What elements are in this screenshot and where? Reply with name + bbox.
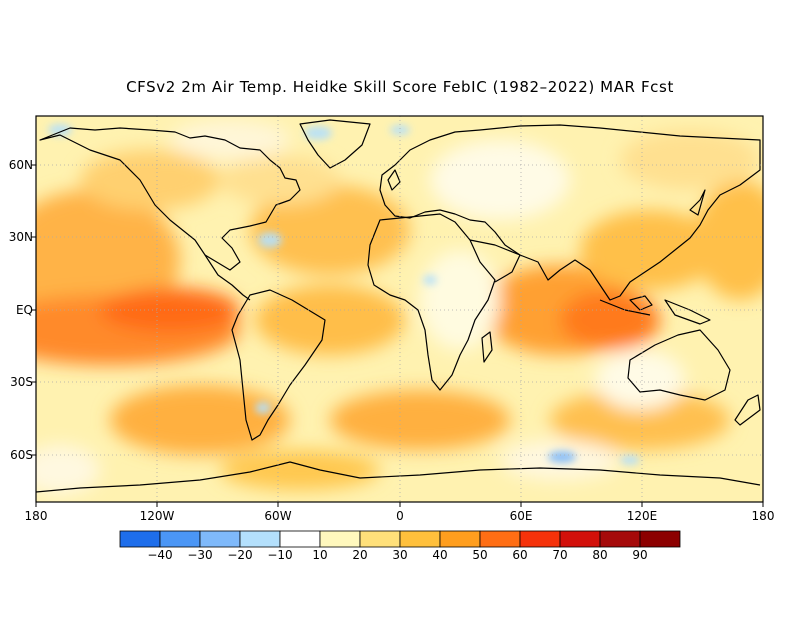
colorbar-swatch xyxy=(119,530,161,548)
lon-label-180w: 180 xyxy=(24,509,48,523)
colorbar-swatch xyxy=(639,530,681,548)
colorbar-swatch xyxy=(159,530,201,548)
chart-title: CFSv2 2m Air Temp. Heidke Skill Score Fe… xyxy=(126,78,674,96)
colorbar-swatch xyxy=(439,530,481,548)
colorbar-label: −30 xyxy=(187,548,213,562)
colorbar-label: 50 xyxy=(472,548,488,562)
lon-label-0: 0 xyxy=(396,509,404,523)
colorbar-swatch xyxy=(359,530,401,548)
lon-label-60w: 60W xyxy=(264,509,292,523)
colorbar-swatch xyxy=(599,530,641,548)
lat-label-60s: 60S xyxy=(10,448,33,462)
colorbar-swatch xyxy=(279,530,321,548)
colorbar-label: 90 xyxy=(632,548,648,562)
colorbar-label: 60 xyxy=(512,548,528,562)
colorbar-label: −20 xyxy=(227,548,253,562)
colorbar-swatch xyxy=(479,530,521,548)
colorbar-label: −40 xyxy=(147,548,173,562)
colorbar-label: −10 xyxy=(267,548,293,562)
graticule xyxy=(36,116,763,502)
colorbar-label: 20 xyxy=(352,548,368,562)
colorbar-label: 10 xyxy=(312,548,328,562)
colorbar-label: 30 xyxy=(392,548,408,562)
axis-ticks xyxy=(31,164,764,507)
lat-label-30s: 30S xyxy=(10,375,33,389)
colorbar-swatch xyxy=(199,530,241,548)
lat-label-60n: 60N xyxy=(8,158,33,172)
lon-label-120e: 120E xyxy=(626,509,658,523)
colorbar-label: 80 xyxy=(592,548,608,562)
colorbar-swatch xyxy=(399,530,441,548)
lon-label-60e: 60E xyxy=(509,509,533,523)
lat-label-eq: EQ xyxy=(15,303,33,317)
colorbar-swatch xyxy=(559,530,601,548)
colorbar-label: 70 xyxy=(552,548,568,562)
colorbar-swatch xyxy=(519,530,561,548)
colorbar-swatch xyxy=(319,530,361,548)
lon-label-180e: 180 xyxy=(751,509,775,523)
colorbar-label: 40 xyxy=(432,548,448,562)
lat-label-30n: 30N xyxy=(8,230,33,244)
colorbar-swatch xyxy=(239,530,281,548)
coastlines xyxy=(36,119,761,493)
lon-label-120w: 120W xyxy=(139,509,175,523)
